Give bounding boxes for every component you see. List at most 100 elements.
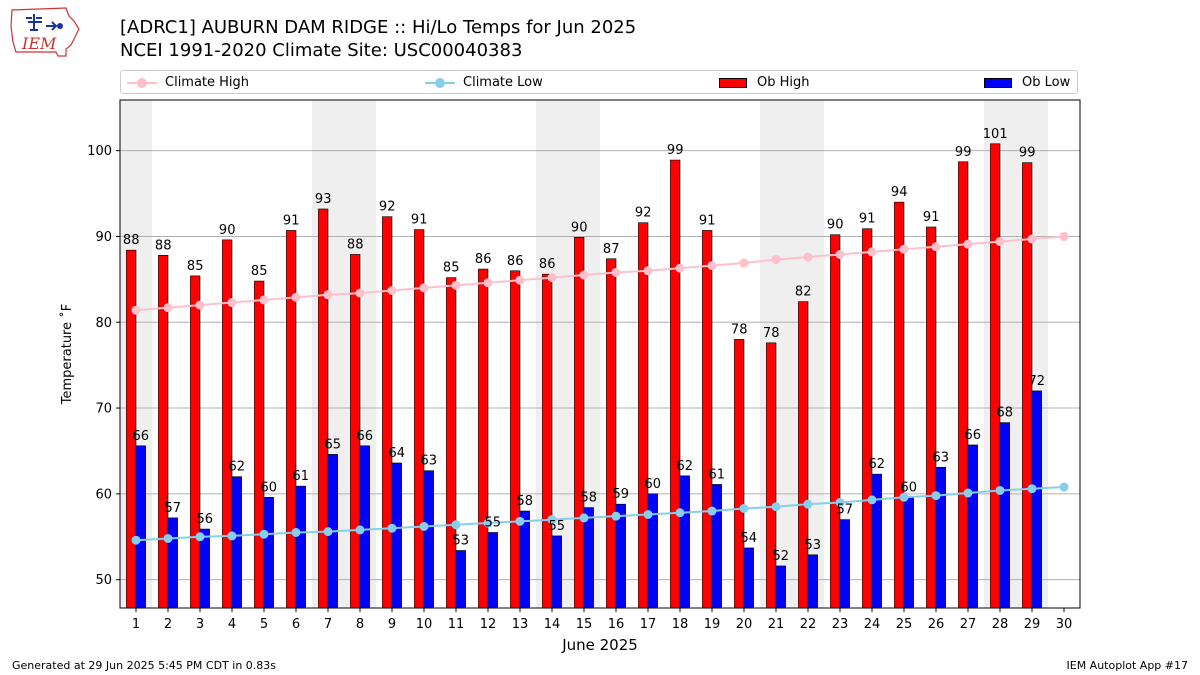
bar-ob-high: [286, 230, 297, 609]
bar-ob-high: [702, 230, 713, 609]
bar-ob-low: [583, 507, 594, 609]
x-tick-label: 12: [480, 617, 497, 632]
bar-ob-high: [446, 277, 457, 609]
point-climate-low: [579, 513, 589, 523]
bar-ob-high: [222, 239, 233, 609]
point-climate-high: [739, 258, 749, 268]
bar-ob-high: [926, 226, 937, 609]
label-ob-low: 58: [581, 491, 598, 506]
legend-label-climate-low: Climate Low: [463, 75, 543, 90]
legend-swatch-ob-high: [719, 76, 749, 90]
bar-ob-high: [606, 258, 617, 609]
label-ob-high: 85: [443, 261, 460, 276]
point-climate-low: [611, 511, 621, 521]
iowa-outline-shape: [10, 7, 80, 57]
label-ob-low: 52: [773, 549, 790, 564]
point-climate-high: [131, 305, 141, 315]
label-ob-low: 62: [229, 460, 246, 475]
point-climate-low: [195, 532, 205, 542]
x-tick-label: 26: [928, 617, 945, 632]
bar-ob-high: [574, 236, 585, 609]
bar-ob-low: [295, 485, 306, 609]
point-climate-high: [675, 263, 685, 273]
label-ob-high: 101: [983, 127, 1008, 142]
bar-ob-high: [382, 216, 393, 609]
x-tick-label: 16: [608, 617, 625, 632]
x-tick-label: 22: [800, 617, 817, 632]
point-climate-high: [867, 247, 877, 257]
point-climate-high: [579, 270, 589, 280]
x-tick-label: 7: [324, 617, 332, 632]
bar-ob-low: [135, 445, 146, 609]
label-ob-high: 93: [315, 192, 332, 207]
bar-ob-high: [670, 159, 681, 609]
point-climate-low: [1059, 482, 1069, 492]
bar-ob-low: [391, 462, 402, 609]
bar-ob-low: [743, 547, 754, 609]
legend-item-ob-low: Ob Low: [984, 74, 1070, 92]
label-ob-high: 88: [155, 238, 172, 253]
legend-label-climate-high: Climate High: [165, 75, 250, 90]
label-ob-high: 90: [571, 220, 588, 235]
legend-item-climate-high: Climate High: [127, 74, 249, 92]
label-ob-low: 60: [645, 477, 662, 492]
label-ob-low: 59: [613, 487, 630, 502]
label-ob-high: 92: [635, 206, 652, 221]
bar-ob-low: [1031, 390, 1042, 609]
bar-ob-high: [638, 222, 649, 609]
legend-item-climate-low: Climate Low: [425, 74, 543, 92]
bar-ob-low: [999, 422, 1010, 609]
x-tick-label: 3: [196, 617, 204, 632]
label-ob-low: 61: [709, 467, 726, 482]
point-climate-high: [643, 266, 653, 276]
label-ob-low: 64: [389, 446, 406, 461]
x-axis-label: June 2025: [561, 636, 638, 654]
y-tick-label: 50: [95, 573, 112, 588]
bar-ob-low: [967, 444, 978, 609]
bar-ob-high: [798, 301, 809, 609]
point-climate-high: [1027, 234, 1037, 244]
legend-label-ob-high: Ob High: [757, 75, 810, 90]
bar-ob-low: [935, 466, 946, 609]
point-climate-high: [451, 280, 461, 290]
point-climate-high: [803, 252, 813, 262]
point-climate-low: [675, 508, 685, 518]
bar-ob-high: [510, 270, 521, 609]
weather-station-icon: [26, 14, 58, 31]
label-ob-high: 85: [251, 264, 268, 279]
x-tick-label: 17: [640, 617, 657, 632]
iem-logo: IEM: [10, 7, 80, 57]
label-ob-high: 91: [283, 213, 300, 228]
label-ob-high: 88: [347, 237, 364, 252]
bar-ob-high: [542, 273, 553, 609]
y-axis-label: Temperature ˚F: [59, 304, 75, 405]
point-climate-low: [771, 502, 781, 512]
point-climate-high: [419, 283, 429, 293]
point-climate-low: [227, 531, 237, 541]
y-tick-label: 100: [87, 144, 112, 159]
bar-ob-low: [231, 476, 242, 609]
point-climate-low: [963, 488, 973, 498]
label-ob-low: 56: [197, 512, 214, 527]
label-ob-high: 78: [763, 326, 780, 341]
point-climate-low: [451, 520, 461, 530]
x-tick-label: 15: [576, 617, 593, 632]
point-climate-low: [739, 503, 749, 513]
label-ob-high: 94: [891, 185, 908, 200]
label-ob-high: 99: [667, 143, 684, 158]
label-ob-low: 55: [485, 515, 502, 530]
bar-ob-high: [990, 143, 1001, 609]
footer-app: IEM Autoplot App #17: [1066, 659, 1189, 672]
legend-swatch-ob-low: [984, 76, 1014, 90]
label-ob-high: 92: [379, 200, 396, 215]
bar-ob-low: [839, 519, 850, 609]
x-tick-label: 8: [356, 617, 364, 632]
chart-title: [ADRC1] AUBURN DAM RIDGE :: Hi/Lo Temps …: [120, 17, 637, 38]
label-ob-high: 86: [475, 252, 492, 267]
x-tick-label: 13: [512, 617, 529, 632]
point-climate-high: [163, 303, 173, 313]
bar-ob-low: [167, 517, 178, 609]
point-climate-high: [963, 239, 973, 249]
x-tick-label: 28: [992, 617, 1009, 632]
bar-ob-low: [455, 550, 466, 609]
